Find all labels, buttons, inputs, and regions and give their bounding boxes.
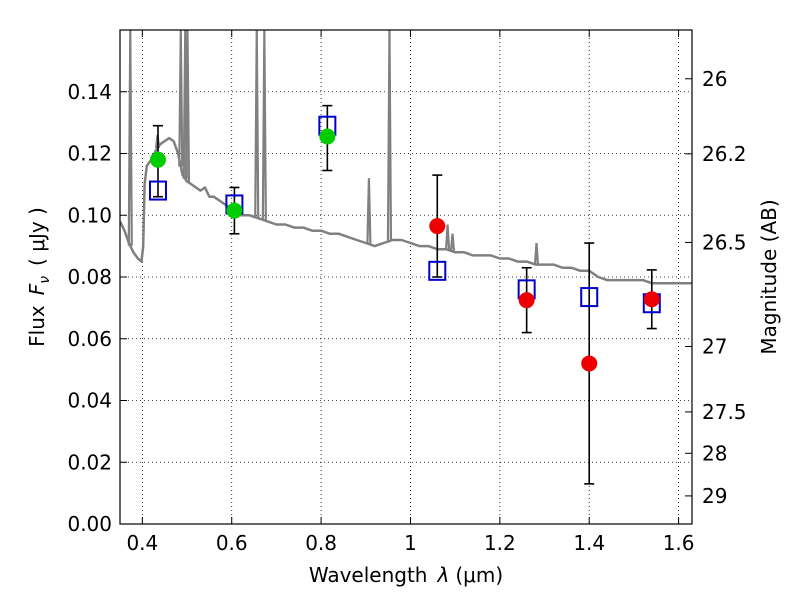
observed-point <box>149 151 166 168</box>
emission-line <box>533 242 540 265</box>
emission-line <box>261 30 267 221</box>
axis-ticks: 0.4 0.6 0.8 1 1.2 1.4 1.6 0.00 0.02 0.04 0.06 0.08 0… <box>67 30 747 555</box>
observed-point <box>319 128 336 145</box>
observed-point <box>226 202 243 219</box>
x-tick-label: 0.6 <box>216 531 248 555</box>
emission-line <box>444 224 451 250</box>
model-square-point <box>580 287 599 308</box>
y-tick-label: 0.02 <box>67 450 112 474</box>
grid <box>120 30 692 524</box>
y2-tick-label: 27.5 <box>702 400 747 424</box>
y-tick-label: 0.04 <box>67 389 112 413</box>
plot-frame <box>119 29 693 525</box>
y-tick-label: 0.10 <box>67 203 112 227</box>
y2-tick-label: 27 <box>702 334 727 358</box>
y2-tick-label: 29 <box>702 484 727 508</box>
x-axis-label: Wavelength λ (μm) <box>309 563 503 587</box>
emission-line <box>127 30 133 246</box>
emission-line <box>254 30 260 218</box>
x-tick-label: 0.4 <box>126 531 158 555</box>
emission-line <box>386 30 393 242</box>
y-tick-label: 0.12 <box>67 142 112 166</box>
observed-point <box>643 291 660 308</box>
y2-tick-label: 26.5 <box>702 230 747 254</box>
y2-axis-label: Magnitude (AB) <box>757 199 781 354</box>
y2-tick-label: 28 <box>702 441 727 465</box>
x-tick-label: 0.8 <box>305 531 337 555</box>
x-tick-label: 1 <box>404 531 417 555</box>
y-tick-label: 0.14 <box>67 80 112 104</box>
x-tick-label: 1.6 <box>663 531 695 555</box>
y2-tick-label: 26.2 <box>702 142 747 166</box>
model-photometry-points <box>148 115 661 314</box>
emission-line <box>178 30 184 167</box>
x-tick-label: 1.4 <box>573 531 605 555</box>
observed-points <box>149 128 660 372</box>
model-spectrum <box>120 30 692 285</box>
y-tick-label: 0.08 <box>67 265 112 289</box>
y2-tick-label: 26 <box>702 67 727 91</box>
model-square-point <box>428 260 447 281</box>
emission-line <box>184 30 191 182</box>
y-tick-label: 0.00 <box>67 512 112 536</box>
emission-line <box>449 233 456 252</box>
observed-point <box>518 292 535 309</box>
model-square-point <box>148 180 167 201</box>
x-tick-label: 1.2 <box>484 531 516 555</box>
y-tick-label: 0.06 <box>67 327 112 351</box>
observed-point <box>581 355 598 372</box>
plot-data <box>120 30 692 485</box>
observed-point <box>429 218 446 235</box>
spectrum-line <box>120 136 692 285</box>
y-axis-label: FluxFν( μJy ) <box>25 207 53 347</box>
emission-line <box>366 178 372 245</box>
